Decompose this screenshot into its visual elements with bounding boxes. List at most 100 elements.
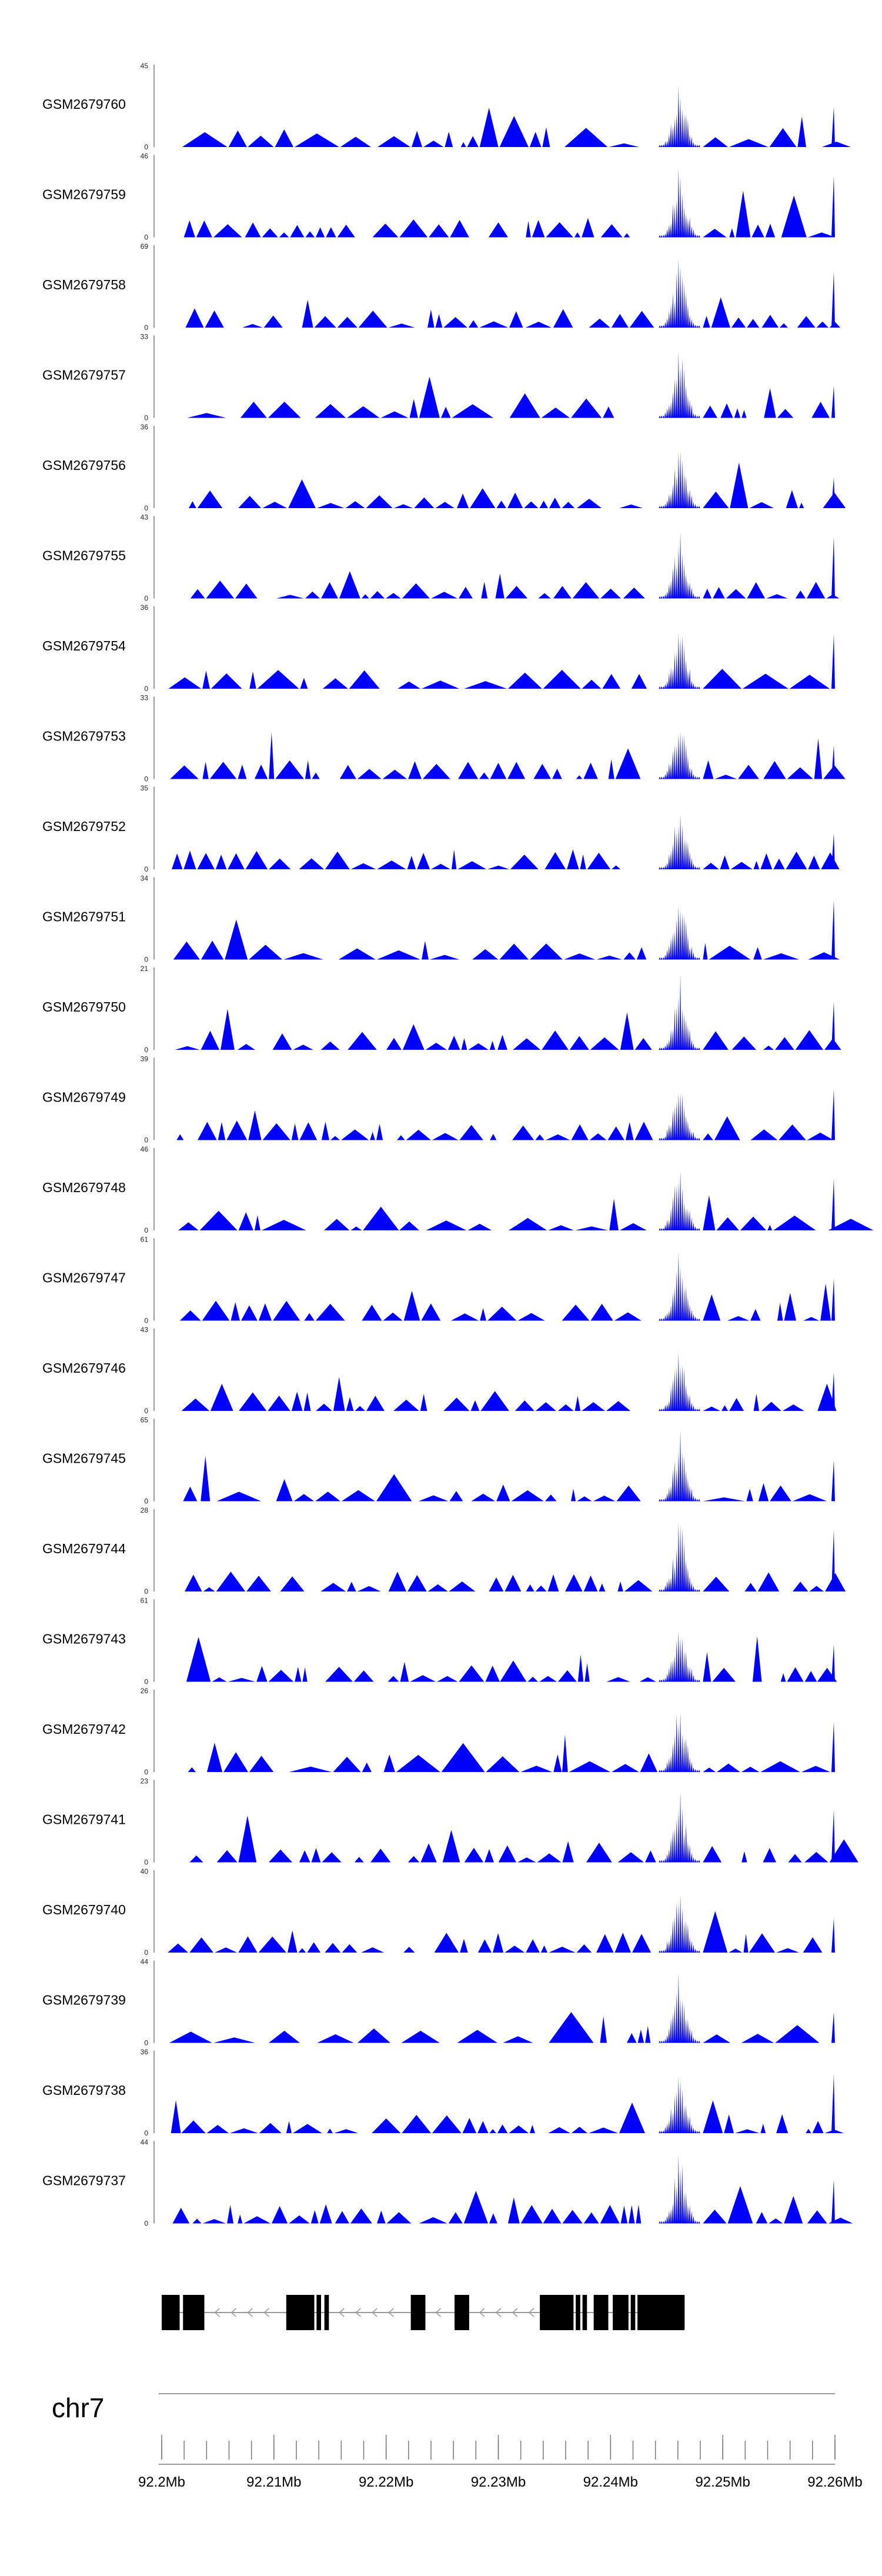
coverage-track: GSM2679758 69 0: [42, 242, 840, 332]
exon-block: [286, 2295, 315, 2330]
coverage-area: [162, 2074, 844, 2133]
y-max-label: 36: [141, 423, 149, 431]
genome-axis: chr7 92.2Mb 92.21Mb 92.22Mb 92.23Mb 92.24Mb 9…: [52, 2393, 863, 2490]
coverage-track: GSM2679749 39 0: [42, 1055, 835, 1144]
coverage-track: GSM2679756 36 0: [42, 423, 846, 512]
exon-block: [540, 2295, 574, 2330]
track-label: GSM2679752: [42, 819, 126, 834]
coverage-track: GSM2679755 43 0: [42, 513, 840, 603]
coverage-track: GSM2679745 65 0: [42, 1416, 835, 1506]
y-max-label: 39: [141, 1055, 149, 1063]
genome-axis-ticks: 92.2Mb 92.21Mb 92.22Mb 92.23Mb 92.24Mb 92.25M…: [138, 2435, 863, 2490]
coverage-track: GSM2679748 46 0: [42, 1145, 874, 1234]
coverage-area: [162, 451, 846, 508]
track-label: GSM2679743: [42, 1631, 126, 1647]
coverage-track: GSM2679752 35 0: [42, 784, 840, 873]
coverage-area: [162, 975, 841, 1050]
coverage-track: GSM2679743 61 0: [42, 1597, 837, 1686]
exon-block: [613, 2295, 629, 2330]
exon-block: [410, 2295, 426, 2330]
coverage-area: [162, 732, 846, 779]
strand-arrow: [230, 2308, 237, 2317]
y-min-label: 0: [144, 595, 148, 603]
coverage-area: [162, 1631, 837, 1682]
strand-arrow: [263, 2308, 270, 2317]
track-label: GSM2679754: [42, 638, 126, 653]
y-min-label: 0: [144, 956, 148, 964]
track-label: GSM2679748: [42, 1180, 126, 1195]
strand-arrow: [435, 2308, 441, 2317]
y-min-label: 0: [144, 2129, 148, 2137]
track-label: GSM2679751: [42, 909, 126, 925]
y-max-label: 43: [141, 513, 149, 522]
y-max-label: 46: [141, 1145, 149, 1153]
y-min-label: 0: [144, 775, 148, 783]
y-max-label: 21: [141, 965, 149, 973]
coverage-area: [162, 1089, 835, 1140]
y-max-label: 44: [141, 2138, 149, 2147]
y-min-label: 0: [144, 1046, 148, 1054]
coverage-track: GSM2679750 21 0: [42, 965, 841, 1054]
track-label: GSM2679741: [42, 1812, 126, 1827]
y-max-label: 33: [141, 333, 149, 341]
track-label: GSM2679756: [42, 458, 126, 473]
coverage-area: [162, 1973, 835, 2043]
y-max-label: 36: [141, 603, 149, 612]
track-label: GSM2679738: [42, 2083, 126, 2098]
strand-arrow: [495, 2308, 502, 2317]
coverage-area: [162, 1522, 846, 1591]
gene-model-track: [162, 2295, 685, 2330]
coverage-track: GSM2679747 61 0: [42, 1236, 835, 1325]
exon-block: [324, 2295, 329, 2330]
y-max-label: 65: [141, 1416, 149, 1424]
coverage-area: [162, 1252, 835, 1321]
axis-tick-label: 92.23Mb: [471, 2474, 526, 2490]
chromosome-label: chr7: [52, 2393, 104, 2423]
y-min-label: 0: [144, 323, 148, 332]
track-label: GSM2679742: [42, 1721, 126, 1737]
coverage-area: [162, 352, 835, 418]
coverage-area: [162, 258, 840, 328]
coverage-track: GSM2679740 40 0: [42, 1867, 835, 1957]
exon-block: [183, 2295, 205, 2330]
coverage-track: GSM2679753 33 0: [42, 694, 846, 783]
coverage-area: [162, 86, 851, 147]
y-max-label: 35: [141, 784, 149, 792]
coverage-area: [162, 168, 836, 238]
track-label: GSM2679747: [42, 1270, 126, 1286]
coverage-area: [162, 1895, 835, 1953]
y-max-label: 43: [141, 1326, 149, 1334]
y-min-label: 0: [144, 1768, 148, 1776]
exon-block: [455, 2295, 469, 2330]
coverage-track: GSM2679738 36 0: [42, 2048, 844, 2137]
strand-arrow: [479, 2308, 485, 2317]
exon-block: [582, 2295, 587, 2330]
track-label: GSM2679757: [42, 368, 126, 383]
y-min-label: 0: [144, 865, 148, 873]
axis-tick-label: 92.21Mb: [246, 2474, 301, 2490]
utr-block: [162, 2300, 172, 2325]
track-label: GSM2679750: [42, 999, 126, 1015]
exon-block: [316, 2295, 321, 2330]
y-min-label: 0: [144, 1587, 148, 1596]
coverage-track: GSM2679742 26 0: [42, 1687, 835, 1776]
exon-block: [630, 2295, 636, 2330]
y-max-label: 46: [141, 152, 149, 161]
y-max-label: 61: [141, 1597, 149, 1605]
coverage-area: [162, 1713, 835, 1772]
y-min-label: 0: [144, 1497, 148, 1506]
track-label: GSM2679740: [42, 1902, 126, 1917]
track-label: GSM2679758: [42, 277, 126, 292]
coverage-track: GSM2679759 46 0: [42, 152, 836, 242]
y-min-label: 0: [144, 1948, 148, 1957]
y-min-label: 0: [144, 1317, 148, 1325]
coverage-area: [162, 899, 840, 960]
coverage-track: GSM2679760 45 0: [42, 62, 851, 151]
axis-tick-label: 92.25Mb: [695, 2474, 750, 2490]
axis-tick-label: 92.2Mb: [138, 2474, 185, 2490]
coverage-area: [162, 1791, 858, 1863]
strand-arrow: [388, 2308, 394, 2317]
coverage-track: GSM2679744 28 0: [42, 1506, 846, 1596]
y-max-label: 44: [141, 1958, 149, 1966]
